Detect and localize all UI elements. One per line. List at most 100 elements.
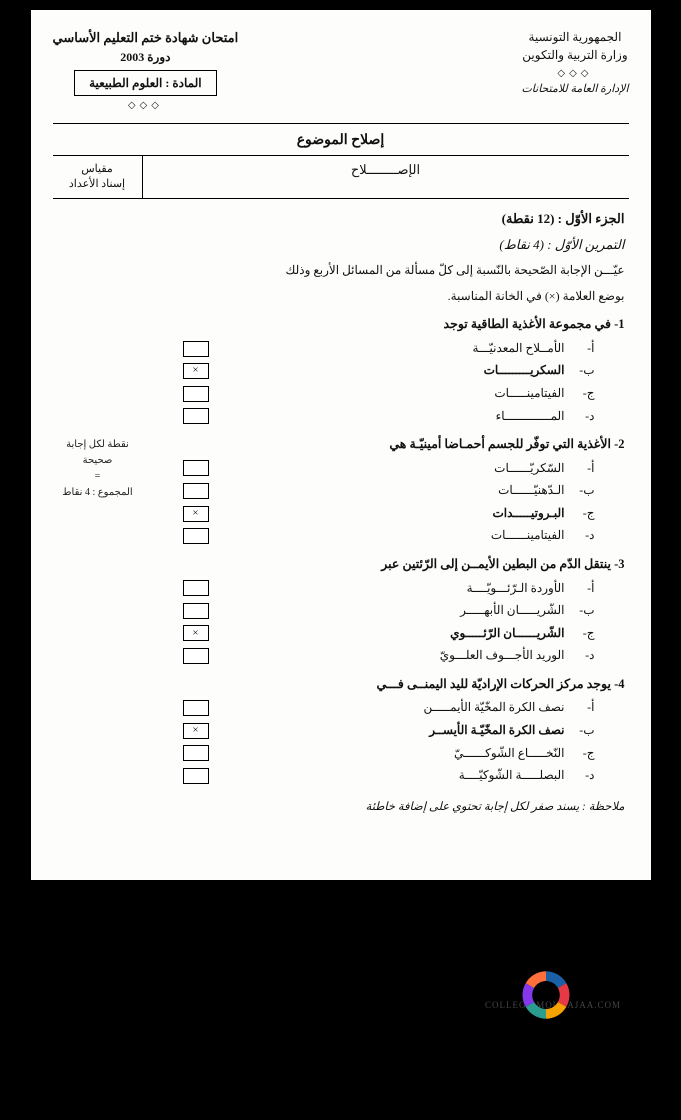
admin: الإدارة العامة للامتحانات [521,81,628,98]
checkbox[interactable] [183,528,209,544]
option-letter: ج- [577,743,595,765]
option-text: الأوردة الـرّئـــويّــــة [221,578,565,600]
diamonds-right: ◇◇◇ [521,66,628,81]
side-line-3: المجموع : 4 نقاط [53,485,143,501]
option-text: الوريد الأجـــوف العلـــويّ [221,645,565,667]
republic: الجمهورية التونسية [521,28,628,46]
exercise-title: التمرين الأوّل : (4 نقاط) [143,233,625,256]
header-left: امتحان شهادة ختم التعليم الأساسي دورة 20… [53,28,239,113]
checkbox[interactable] [183,648,209,664]
option-letter: أ- [577,338,595,360]
checkbox[interactable] [183,700,209,716]
option-letter: أ- [577,578,595,600]
option-row: أ- الأمــلاح المعدنيّـــة [143,338,595,360]
diamonds-left: ◇◇◇ [53,98,239,113]
option-text: الأمــلاح المعدنيّـــة [221,338,565,360]
instruction-2: بوضع العلامة (×) في الخانة المناسبة. [143,286,625,308]
option-letter: ب- [577,600,595,622]
option-text: نصف الكرة المخّيّـة الأيســر [221,720,565,742]
part-title: الجزء الأوّل : (12 نقطة) [143,207,625,230]
side-line-2: = [53,469,143,485]
scale-column: نقطة لكل إجابة صحيحة = المجموع : 4 نقاط [53,207,143,817]
header: الجمهورية التونسية وزارة التربية والتكوي… [53,28,629,113]
option-text: النّخـــــاع الشّوكــــــيّ [221,743,565,765]
option-letter: ب- [577,360,595,382]
checkbox[interactable]: × [183,363,209,379]
option-row: د- الوريد الأجـــوف العلـــويّ [143,645,595,667]
option-row: ج- الشّريــــــان الرّئـــــوي × [143,623,595,645]
option-row: ب- نصف الكرة المخّيّـة الأيســر × [143,720,595,742]
question-title: 4- يوجد مركز الحركات الإراديّة لليد اليم… [143,673,625,696]
option-row: أ- السّكريّــــــات [143,458,595,480]
option-letter: أ- [577,697,595,719]
checkbox[interactable] [183,603,209,619]
logo-icon [511,960,581,1030]
checkbox[interactable] [183,745,209,761]
option-text: السكريـــــــــات [221,360,565,382]
option-letter: د- [577,765,595,787]
rule-top [53,123,629,124]
questions-container: 1- في مجموعة الأغذية الطاقية توجدأ-الأمـ… [143,313,625,787]
option-text: السّكريّــــــات [221,458,565,480]
option-text: الفيتامينــــــات [221,525,565,547]
subject-box: المادة : العلوم الطبيعية [74,70,217,96]
question-title: 1- في مجموعة الأغذية الطاقية توجد [143,313,625,336]
option-letter: أ- [577,458,595,480]
question-title: 2- الأغذية التي توفّر للجسم أحمـاضا أمين… [143,433,625,456]
body: الجزء الأوّل : (12 نقطة) التمرين الأوّل … [53,207,629,817]
option-letter: ب- [577,480,595,502]
option-row: د- المـــــــــــــاء [143,406,595,428]
option-row: ب- الشّريـــــان الأبهـــــر [143,600,595,622]
checkbox[interactable] [183,341,209,357]
checkbox[interactable] [183,408,209,424]
option-row: ج- البـروتيـــــدات × [143,503,595,525]
checkbox[interactable] [183,768,209,784]
question-title: 3- ينتقل الدّم من البطين الأيمــن إلى ال… [143,553,625,576]
option-row: د- البصلـــــة الشّوكيّــــة [143,765,595,787]
session: دورة 2003 [53,48,239,66]
option-letter: د- [577,645,595,667]
option-text: الشّريــــــان الرّئـــــوي [221,623,565,645]
option-letter: د- [577,525,595,547]
checkbox[interactable] [183,460,209,476]
checkbox[interactable]: × [183,625,209,641]
option-letter: ج- [577,383,595,405]
correction-heading: الإصــــــــلاح [143,156,629,199]
checkbox[interactable] [183,386,209,402]
side-line-1: نقطة لكل إجابة صحيحة [53,437,143,469]
scale-1: مقياس [57,162,138,177]
option-row: أ- الأوردة الـرّئـــويّــــة [143,578,595,600]
checkbox[interactable] [183,580,209,596]
option-row: أ- نصف الكرة المخّيّة الأيمـــــن [143,697,595,719]
option-letter: د- [577,406,595,428]
option-row: ج- النّخـــــاع الشّوكــــــيّ [143,743,595,765]
option-row: ب- الـدّهنيّــــــات [143,480,595,502]
checkbox[interactable]: × [183,723,209,739]
option-text: الشّريـــــان الأبهـــــر [221,600,565,622]
scale-heading: مقياس إسناد الأعداد [53,156,143,199]
option-row: ج- الفيتامينـــــات [143,383,595,405]
option-text: الـدّهنيّــــــات [221,480,565,502]
option-letter: ب- [577,720,595,742]
scale-2: إسناد الأعداد [57,177,138,192]
instruction-1: عيّـــن الإجابة الصّحيحة بالنّسبة إلى كل… [143,260,625,282]
ministry: وزارة التربية والتكوين [521,46,628,64]
checkbox[interactable]: × [183,506,209,522]
header-right: الجمهورية التونسية وزارة التربية والتكوي… [521,28,628,113]
footer-note: ملاحظة : يسند صفر لكل إجابة تحتوي على إض… [143,797,625,818]
option-text: البصلـــــة الشّوكيّــــة [221,765,565,787]
exam-page: الجمهورية التونسية وزارة التربية والتكوي… [31,10,651,880]
topic-title: إصلاح الموضوع [53,132,629,149]
option-row: ب- السكريـــــــــات × [143,360,595,382]
option-text: البـروتيـــــدات [221,503,565,525]
header-table: الإصــــــــلاح مقياس إسناد الأعداد [53,155,629,200]
option-text: الفيتامينـــــات [221,383,565,405]
option-letter: ج- [577,623,595,645]
checkbox[interactable] [183,483,209,499]
exam-title: امتحان شهادة ختم التعليم الأساسي [53,28,239,48]
option-letter: ج- [577,503,595,525]
option-text: نصف الكرة المخّيّة الأيمـــــن [221,697,565,719]
option-row: د- الفيتامينــــــات [143,525,595,547]
content-column: الجزء الأوّل : (12 نقطة) التمرين الأوّل … [143,207,629,817]
option-text: المـــــــــــــاء [221,406,565,428]
